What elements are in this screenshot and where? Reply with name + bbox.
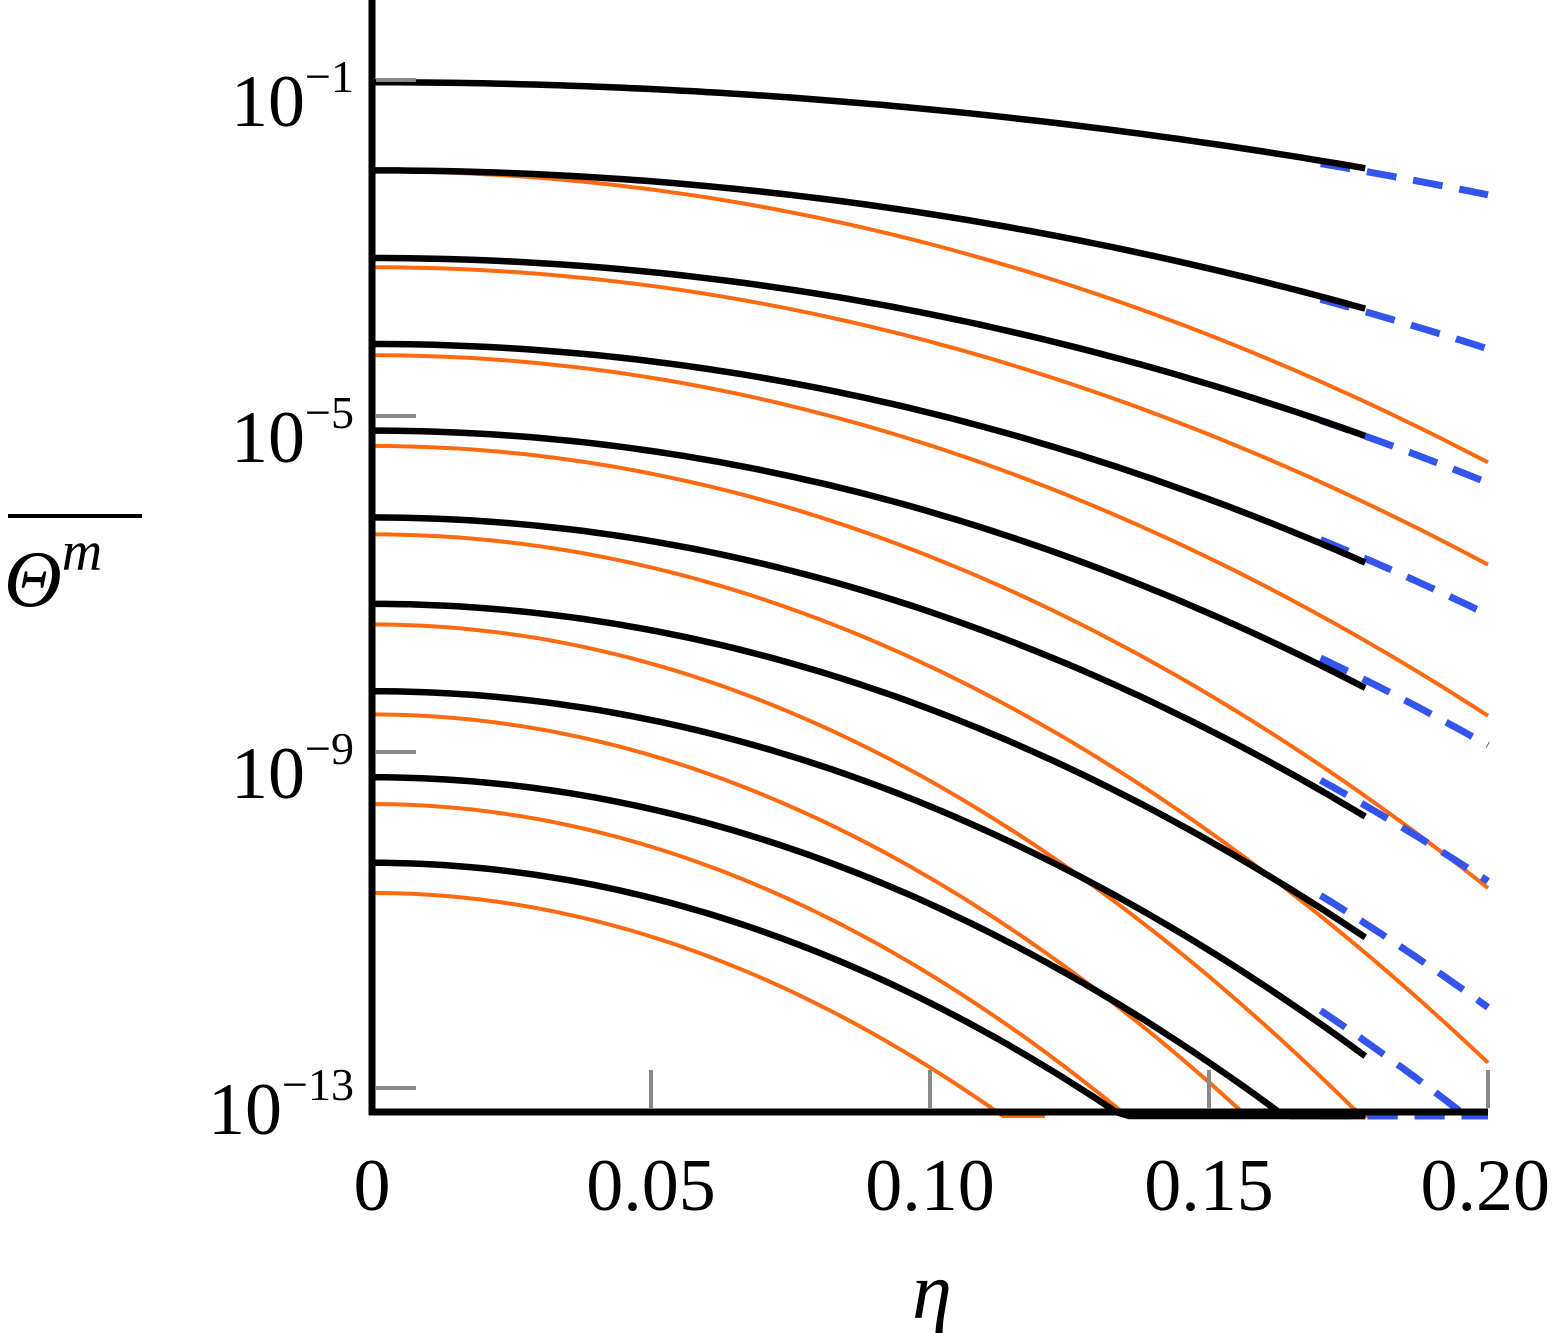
orange-curve-3 xyxy=(372,353,1490,718)
black-curve-1 xyxy=(372,79,1366,172)
blue-dashed-curve-5 xyxy=(1319,654,1490,749)
y-tick-label: 10−13 xyxy=(208,1059,354,1151)
black-curve-9 xyxy=(372,774,1366,1120)
y-axis-title-symbol: Θ xyxy=(4,536,62,624)
black-curve-10 xyxy=(372,859,1366,1120)
black-curve-8 xyxy=(372,687,1368,1059)
blue-dashed-curve-6 xyxy=(1318,777,1490,885)
y-axis-title-superscript: m xyxy=(62,521,102,583)
y-tick-label: 10−1 xyxy=(231,51,354,143)
black-curve-5 xyxy=(372,427,1367,691)
orange-curve-2 xyxy=(371,265,1489,567)
orange-curve-1 xyxy=(371,169,1489,465)
axes xyxy=(368,0,1488,1116)
orange-curve-7 xyxy=(371,712,1280,1118)
black-curve-2 xyxy=(372,167,1367,312)
blue-dashed-curve-4 xyxy=(1319,536,1490,618)
black-curve-4 xyxy=(372,340,1367,566)
plot-curves xyxy=(371,79,1491,1120)
x-tick-label: 0.05 xyxy=(586,1145,716,1227)
blue-dashed-curve-8 xyxy=(1318,1007,1488,1120)
blue-dashed-curve-2 xyxy=(1319,295,1490,353)
x-axis-title: η xyxy=(912,1248,952,1333)
blue-dashed-curve-7 xyxy=(1318,892,1491,1011)
black-curve-3 xyxy=(372,254,1367,439)
blue-dashed-curve-1 xyxy=(1320,160,1489,199)
orange-curve-4 xyxy=(371,443,1490,890)
y-tick-label: 10−9 xyxy=(231,723,354,815)
tick-labels: 0 0.05 0.10 0.15 0.20 10−1 10−5 10−9 10−13 xyxy=(208,51,1550,1227)
x-tick-label: 0.10 xyxy=(865,1145,995,1227)
x-tick-label: 0.20 xyxy=(1421,1145,1551,1227)
orange-curve-9 xyxy=(371,890,1045,1118)
black-curve-7 xyxy=(372,600,1367,941)
y-tick-label: 10−5 xyxy=(231,387,354,479)
svg-text:Θm: Θm xyxy=(4,521,102,624)
black-curve-6 xyxy=(371,514,1367,820)
x-tick-label: 0.15 xyxy=(1144,1145,1274,1227)
orange-curve-8 xyxy=(372,802,1164,1118)
x-tick-label: 0 xyxy=(354,1145,391,1227)
orange-curve-6 xyxy=(371,622,1392,1118)
y-axis-title: Θm xyxy=(4,514,142,624)
axis-ticks xyxy=(376,78,1490,1108)
orange-curve-5 xyxy=(372,532,1490,1065)
